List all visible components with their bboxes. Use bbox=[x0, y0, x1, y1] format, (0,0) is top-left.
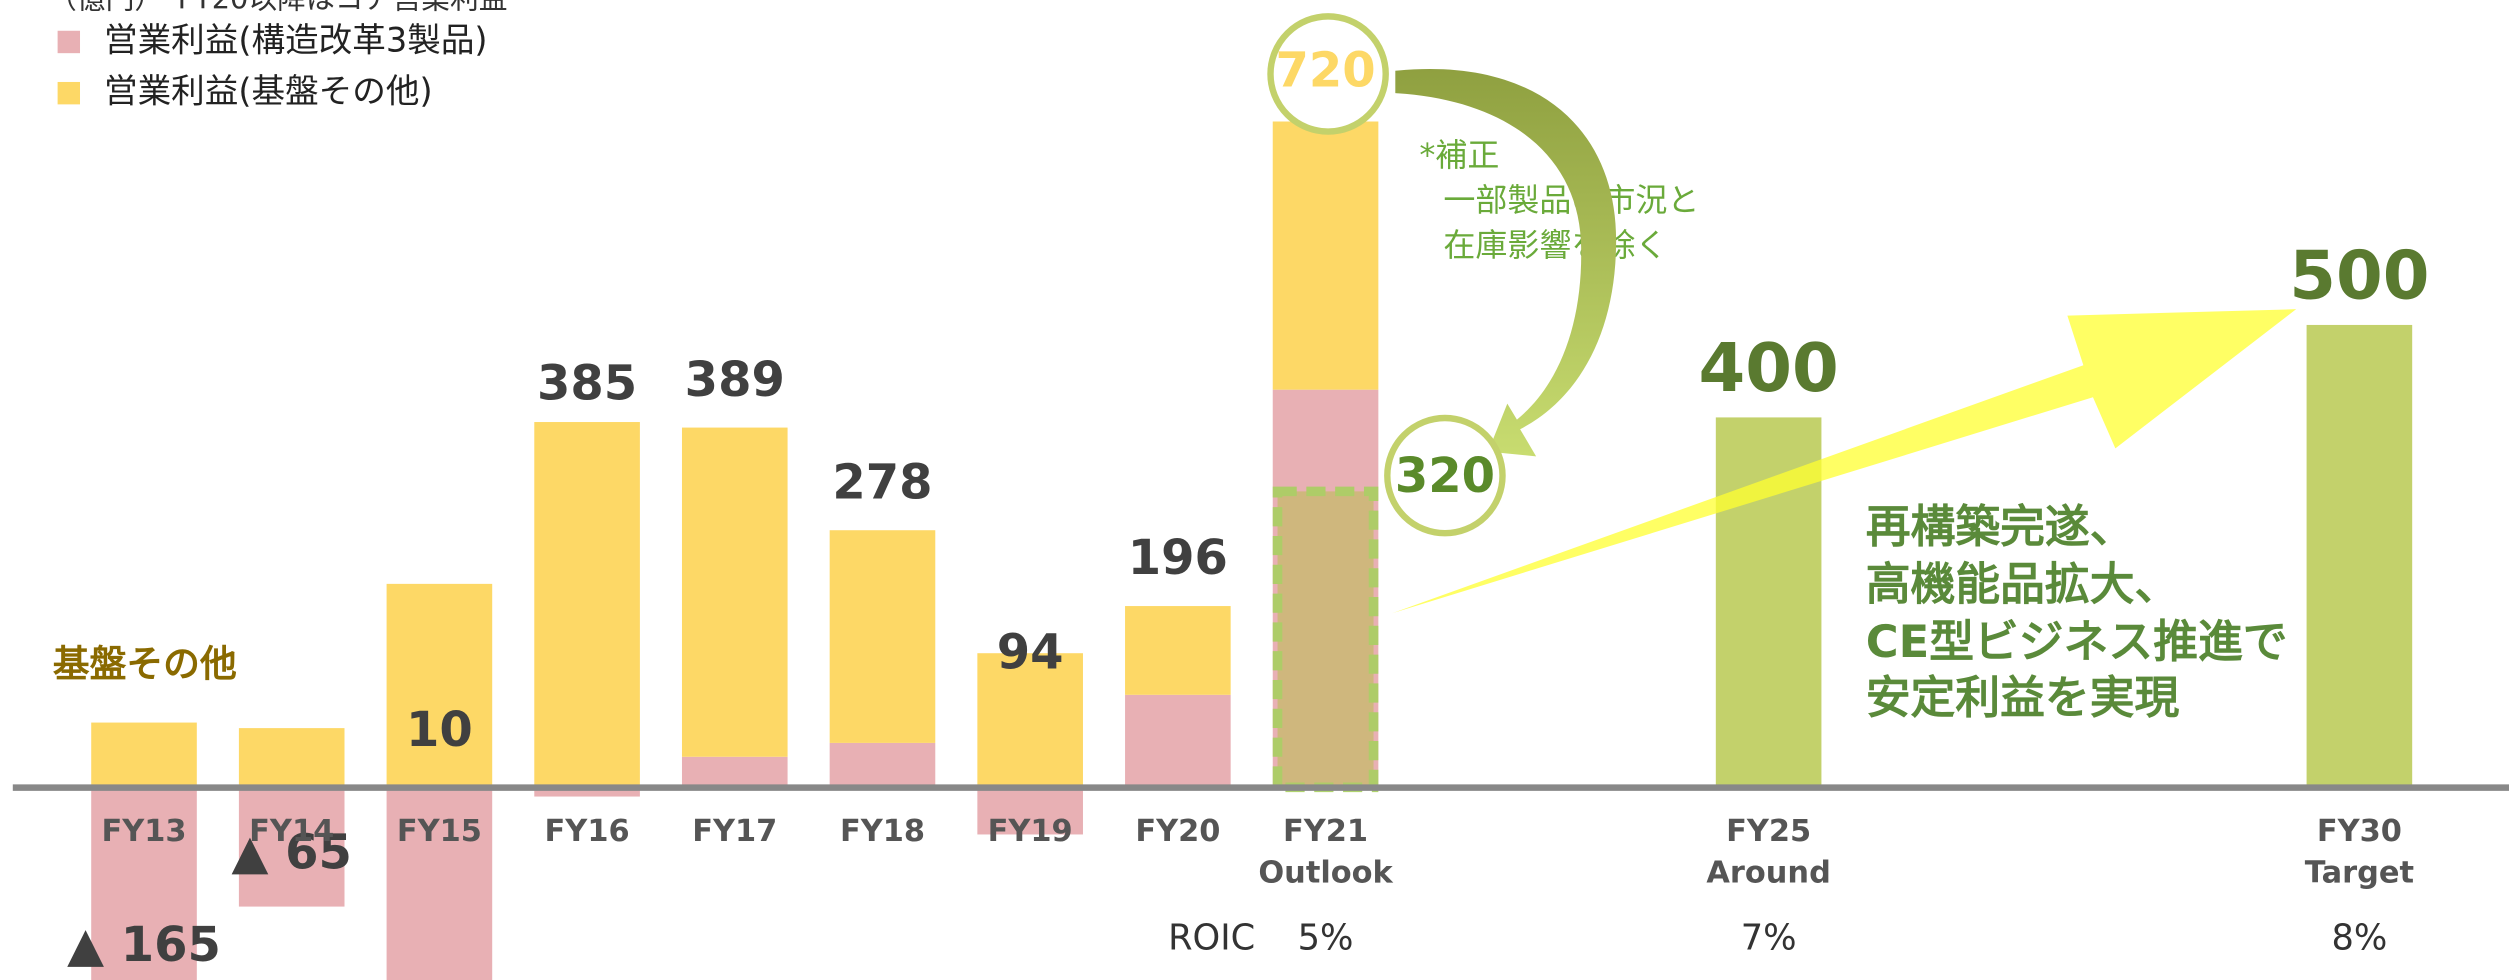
x-tick-label: FY13 bbox=[101, 814, 186, 849]
note: *補正 bbox=[1419, 136, 1499, 174]
bar-segment bbox=[829, 530, 936, 743]
bar-segment bbox=[1125, 694, 1231, 788]
bar-segment bbox=[1272, 121, 1379, 390]
legend-swatch bbox=[57, 81, 81, 105]
x-tick-label: FY20 bbox=[1135, 814, 1220, 849]
bar-segment bbox=[386, 583, 493, 788]
x-tick-label: FY30 bbox=[2317, 814, 2402, 849]
message: 再構築完遂、 bbox=[1866, 500, 2135, 553]
roic-value: 7% bbox=[1741, 918, 1797, 959]
bar-segment bbox=[681, 756, 788, 788]
total-label: 196 bbox=[1128, 530, 1228, 586]
x-tick-sublabel: Around bbox=[1706, 856, 1830, 891]
target-bar bbox=[2306, 324, 2413, 788]
x-tick-label: FY19 bbox=[988, 814, 1073, 849]
left-label: 基盤その他 bbox=[53, 643, 237, 686]
x-tick-label: FY17 bbox=[692, 814, 777, 849]
bar-segment bbox=[829, 742, 936, 788]
roic-value: 5% bbox=[1298, 918, 1354, 959]
bar-segment bbox=[238, 728, 345, 788]
bar-segment bbox=[386, 787, 493, 980]
x-tick-label: FY14 bbox=[249, 814, 334, 849]
bar-segment bbox=[238, 787, 345, 907]
total-label: ▲ 165 bbox=[67, 917, 221, 973]
message: 高機能品拡大、 bbox=[1866, 558, 2180, 611]
total-label: 389 bbox=[685, 352, 785, 408]
x-tick-label: FY25 bbox=[1726, 814, 1811, 849]
arrow bbox=[1392, 309, 2297, 614]
circle bbox=[1267, 13, 1389, 135]
curved-arrow bbox=[1395, 68, 1617, 457]
adjusted-label: 320 bbox=[1395, 448, 1495, 504]
total-label: 500 bbox=[2289, 237, 2429, 315]
total-label: ▲ 65 bbox=[231, 824, 351, 880]
message: CE型ビジネス推進で bbox=[1866, 615, 2288, 668]
legend-label: 営業利益(構造改革3製品) bbox=[104, 20, 488, 59]
total-label: 278 bbox=[832, 454, 932, 510]
legend-swatch bbox=[57, 30, 81, 54]
bar-segment bbox=[977, 653, 1083, 788]
total-label: 720 bbox=[1275, 42, 1375, 98]
x-tick-label: FY18 bbox=[840, 814, 925, 849]
x-tick-sublabel: Outlook bbox=[1258, 856, 1393, 891]
total-label: 10 bbox=[406, 702, 473, 758]
adjusted-box bbox=[1272, 486, 1379, 793]
x-tick-label: FY15 bbox=[397, 814, 482, 849]
x-tick-label: FY21 bbox=[1283, 814, 1368, 849]
bar-segment bbox=[681, 427, 788, 757]
total-label: 400 bbox=[1698, 329, 1838, 407]
total-label: 385 bbox=[537, 355, 637, 411]
chart-title: （億円） FY20以降はコア営業利益 bbox=[48, 0, 508, 15]
roic-value: 8% bbox=[2331, 918, 2387, 959]
x-tick-sublabel: Target bbox=[2305, 856, 2414, 891]
legend: 営業利益(構造改革3製品) 営業利益(基盤その他) bbox=[57, 20, 488, 111]
bar-segment bbox=[91, 722, 197, 788]
legend-label: 営業利益(基盤その他) bbox=[104, 72, 433, 111]
x-tick-label: FY16 bbox=[545, 814, 630, 849]
roic-label: ROIC bbox=[1168, 918, 1255, 959]
bar-segment bbox=[977, 787, 1083, 835]
message: 安定利益を実現 bbox=[1866, 671, 2180, 724]
bar-segment bbox=[534, 787, 640, 797]
bars bbox=[91, 121, 2413, 980]
bar-segment bbox=[1125, 606, 1231, 695]
circle bbox=[1384, 414, 1506, 537]
total-label: 94 bbox=[997, 625, 1064, 681]
bar-segment bbox=[91, 787, 197, 980]
bar-segment bbox=[534, 422, 640, 788]
note: 在庫影響を除く bbox=[1443, 226, 1667, 264]
